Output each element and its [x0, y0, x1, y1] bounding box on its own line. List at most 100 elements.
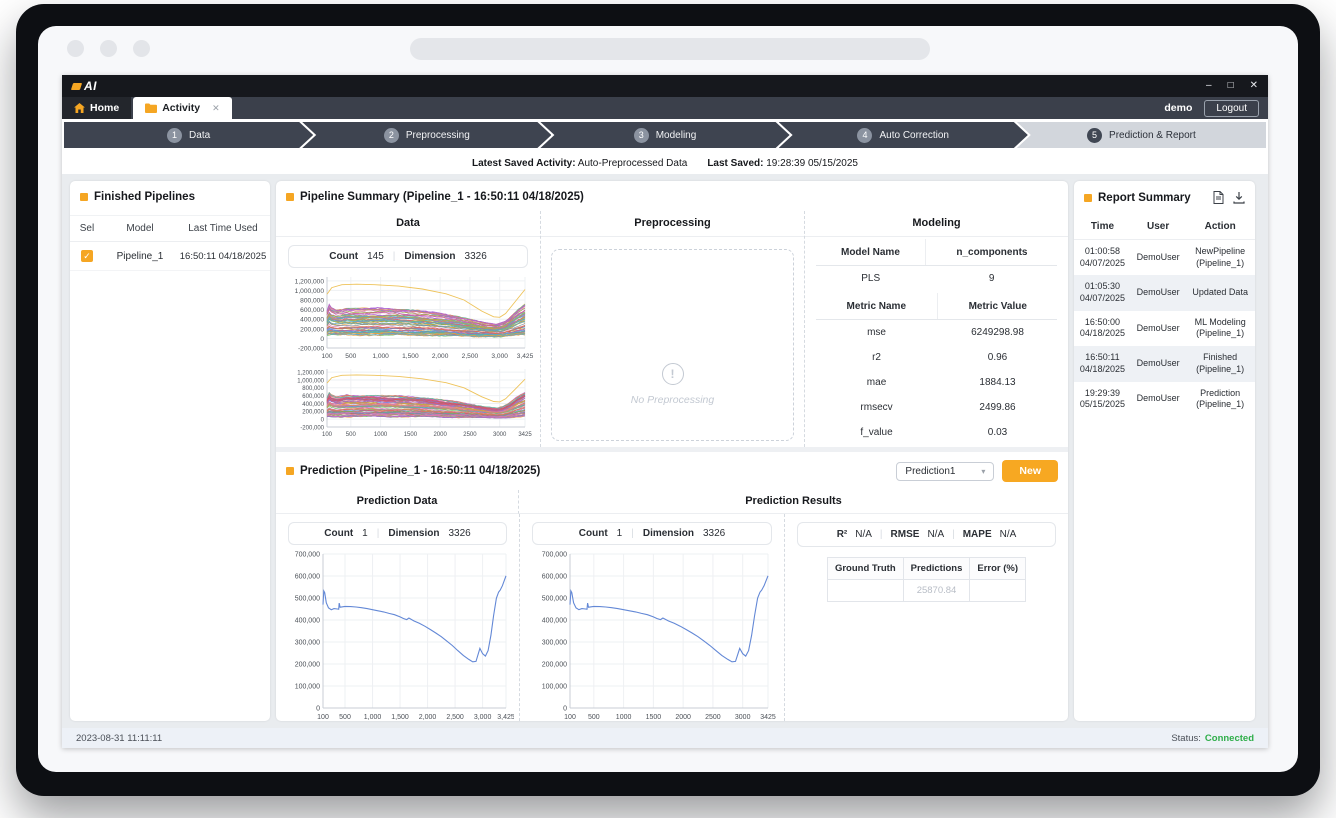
svg-text:1,000,000: 1,000,000 — [295, 288, 325, 295]
svg-text:600,000: 600,000 — [300, 307, 324, 314]
connection-status: Status: Connected — [1171, 732, 1254, 744]
prediction-select[interactable]: Prediction1 ▾ — [896, 461, 995, 481]
svg-text:500: 500 — [588, 714, 600, 721]
username-label: demo — [1164, 102, 1193, 114]
svg-text:500: 500 — [339, 714, 351, 721]
pipeline-select-cell: ✓ — [70, 242, 104, 271]
report-time: 16:50:11 04/18/2025 — [1079, 352, 1125, 374]
new-prediction-button[interactable]: New — [1002, 460, 1058, 482]
section-bullet-icon — [1084, 193, 1092, 202]
report-row: 16:50:00 04/18/2025 DemoUser ML Modeling (Pi… — [1074, 311, 1255, 346]
svg-text:-200,000: -200,000 — [300, 425, 324, 431]
report-user: DemoUser — [1136, 393, 1180, 404]
results-column-header: Error (%) — [969, 557, 1027, 580]
step-label: Preprocessing — [405, 129, 470, 141]
svg-text:100: 100 — [564, 714, 576, 721]
metric-label: R² — [836, 529, 848, 540]
chevron-down-icon: ▾ — [981, 466, 986, 476]
svg-text:200,000: 200,000 — [542, 662, 567, 669]
document-icon[interactable] — [1213, 191, 1224, 204]
metric-label: RMSE — [890, 529, 920, 540]
report-action: ML Modeling (Pipeline_1) — [1194, 316, 1246, 339]
svg-text:1500: 1500 — [404, 432, 418, 438]
stepper-step-1[interactable]: 1 Data — [64, 122, 313, 148]
svg-text:600,000: 600,000 — [295, 574, 320, 581]
svg-text:2000: 2000 — [675, 714, 691, 721]
step-label: Modeling — [655, 129, 697, 141]
prediction-data-chart: 0 100,000 200,000 300,000 400,000 500,000 600,… — [295, 552, 514, 721]
pipeline-checkbox[interactable]: ✓ — [81, 250, 93, 262]
pipeline-model-name: Pipeline_1 — [104, 242, 176, 271]
svg-text:300,000: 300,000 — [295, 640, 320, 647]
data-spectra-chart-1: -200,000 0 200,000 400,000 600,000 800,000 1,0… — [295, 277, 533, 360]
logo-icon — [70, 82, 83, 90]
prediction-title: Prediction (Pipeline_1 - 16:50:11 04/18/… — [300, 465, 541, 477]
report-time: 01:00:58 04/07/2025 — [1079, 246, 1125, 268]
report-row: 01:00:58 04/07/2025 DemoUser NewPipeline (Pi… — [1074, 240, 1255, 276]
home-icon — [74, 103, 85, 113]
results-cell — [826, 579, 904, 602]
svg-text:1,200,000: 1,200,000 — [295, 278, 325, 285]
svg-text:1500: 1500 — [646, 714, 662, 721]
pipelines-table: Sel Model Last Time Used ✓ Pipeline_1 16:50:1… — [70, 215, 270, 271]
svg-text:1,500: 1,500 — [391, 714, 409, 721]
minimize-button[interactable]: – — [1206, 80, 1212, 91]
prediction-results-header: Prediction Results — [519, 490, 1068, 514]
tab-home[interactable]: Home — [62, 97, 132, 119]
svg-text:3,425: 3,425 — [517, 353, 533, 360]
latest-saved-activity: Latest Saved Activity: Auto-Preprocessed… — [472, 158, 688, 169]
stepper-step-5[interactable]: 5 Prediction & Report — [1016, 122, 1267, 148]
no-preprocessing-label: No Preprocessing — [630, 394, 715, 406]
report-column-header: Action — [1185, 214, 1255, 240]
report-time: 19:29:39 05/15/2025 — [1079, 387, 1125, 410]
no-preprocessing-box: ! No Preprocessing — [551, 249, 794, 441]
stepper-step-3[interactable]: 3 Modeling — [540, 122, 789, 148]
report-time: 01:05:30 04/07/2025 — [1079, 281, 1125, 304]
step-number-badge: 2 — [384, 128, 399, 143]
title-bar: AI – □ ✕ — [62, 75, 1268, 97]
data-column-header: Data — [276, 211, 540, 237]
stepper-step-2[interactable]: 2 Preprocessing — [302, 122, 551, 148]
prediction-data-count-pill: Count 1 | Dimension 3326 — [288, 522, 507, 545]
close-button[interactable]: ✕ — [1249, 80, 1258, 91]
logout-button[interactable]: Logout — [1204, 99, 1259, 117]
svg-text:100: 100 — [321, 353, 332, 360]
svg-text:3,425: 3,425 — [497, 714, 514, 721]
report-user: DemoUser — [1136, 287, 1180, 298]
report-column-header: Time — [1074, 214, 1131, 240]
step-number-badge: 1 — [167, 128, 182, 143]
results-cell — [969, 579, 1027, 602]
svg-text:3,000: 3,000 — [491, 353, 508, 360]
svg-text:300,000: 300,000 — [542, 640, 567, 647]
folder-icon — [145, 103, 158, 113]
pipelines-column-header: Last Time Used — [176, 215, 270, 242]
status-bar: 2023-08-31 11:11:11 Status: Connected — [62, 728, 1268, 748]
maximize-button[interactable]: □ — [1227, 80, 1234, 91]
tab-bar: Home Activity ✕ demo Logout — [62, 97, 1268, 119]
step-label: Data — [189, 129, 211, 141]
n-components-header: n_components — [925, 239, 1058, 266]
svg-text:800,000: 800,000 — [302, 386, 324, 392]
data-count-pill: Count 145 | Dimension 3326 — [288, 245, 528, 268]
report-time: 16:50:00 04/18/2025 — [1079, 316, 1125, 339]
svg-text:0: 0 — [316, 706, 320, 713]
svg-text:-200,000: -200,000 — [298, 346, 324, 353]
metric-value: N/A — [927, 529, 945, 540]
metric-value-header: Metric Value — [937, 293, 1058, 320]
report-table: Time User Action 01:00:58 04/07/2025 DemoUse… — [1074, 214, 1255, 417]
stepper-step-4[interactable]: 4 Auto Correction — [779, 122, 1028, 148]
metric-label: MAPE — [962, 529, 992, 540]
svg-text:500,000: 500,000 — [542, 596, 567, 603]
metric-value: N/A — [855, 529, 872, 540]
download-icon[interactable] — [1233, 191, 1245, 204]
svg-text:2,500: 2,500 — [446, 714, 464, 721]
tab-activity[interactable]: Activity ✕ — [133, 97, 232, 119]
tab-close-icon[interactable]: ✕ — [212, 102, 220, 113]
svg-text:100,000: 100,000 — [295, 684, 320, 691]
metrics-table: Metric Name Metric Value mse 6249298.98 r2… — [815, 293, 1058, 447]
svg-text:1,000: 1,000 — [372, 353, 389, 360]
prediction-data-column: Count 1 | Dimension 3326 0 100,000 200,000 30… — [276, 514, 519, 721]
table-row: r2 0.96 — [872, 352, 1008, 363]
